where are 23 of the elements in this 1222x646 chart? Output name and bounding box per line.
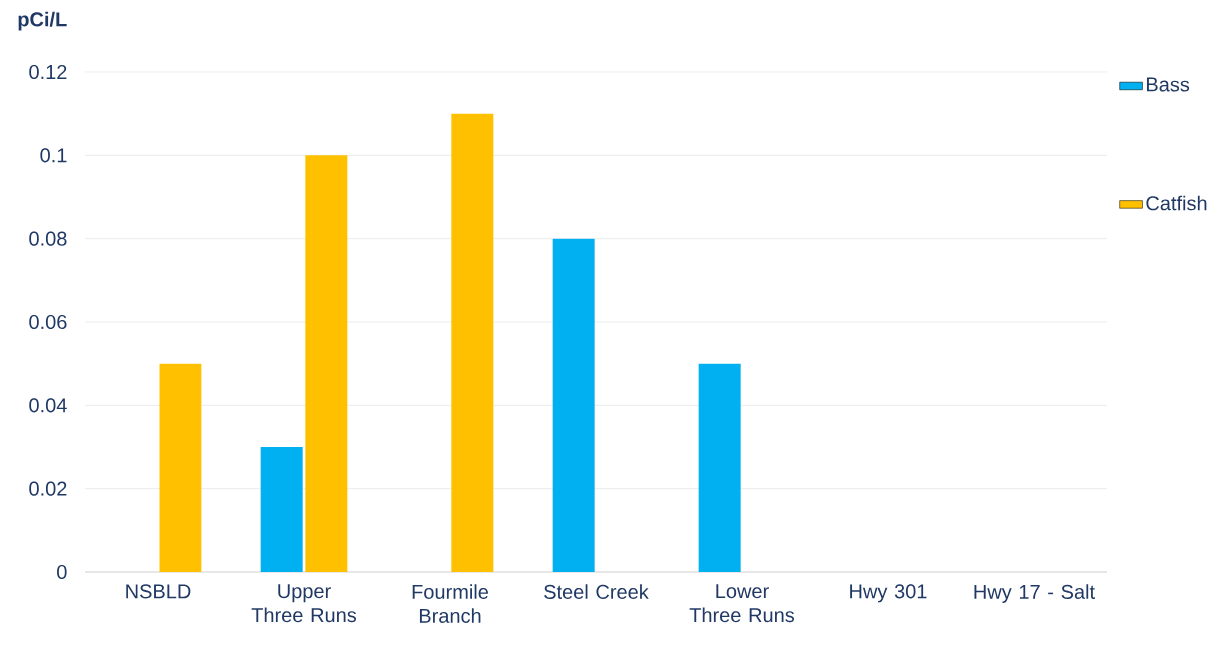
y-tick-label: 0.04 [29,398,67,413]
x-tick-label: Hwy 301 [850,584,927,603]
legend-label: Bass [1147,77,1190,92]
x-tick-label: Upper Three Runs [251,584,357,623]
y-tick-label: 0.06 [29,314,67,330]
x-tick-label: Fourmile Branch [412,584,488,623]
y-tick-label: 0.1 [40,148,67,163]
y-axis-title: pCi/L [18,11,67,31]
x-tick-label: NSBLD [126,584,191,599]
legend-label: Catfish [1146,195,1207,211]
bar [552,238,595,572]
bar [451,113,494,572]
bar [698,363,741,572]
bar [305,155,348,572]
x-tick-label: Hwy 17 - Salt [974,584,1095,603]
bar [260,446,303,572]
bar [159,363,202,572]
y-tick-label: 0.02 [29,481,67,496]
x-tick-label: Steel Creek [544,584,649,599]
x-tick-label: Lower Three Runs [689,584,795,623]
y-tick-label: 0.08 [29,231,67,246]
y-tick-label: 0.12 [29,64,67,80]
y-tick-label: 0 [57,564,67,580]
